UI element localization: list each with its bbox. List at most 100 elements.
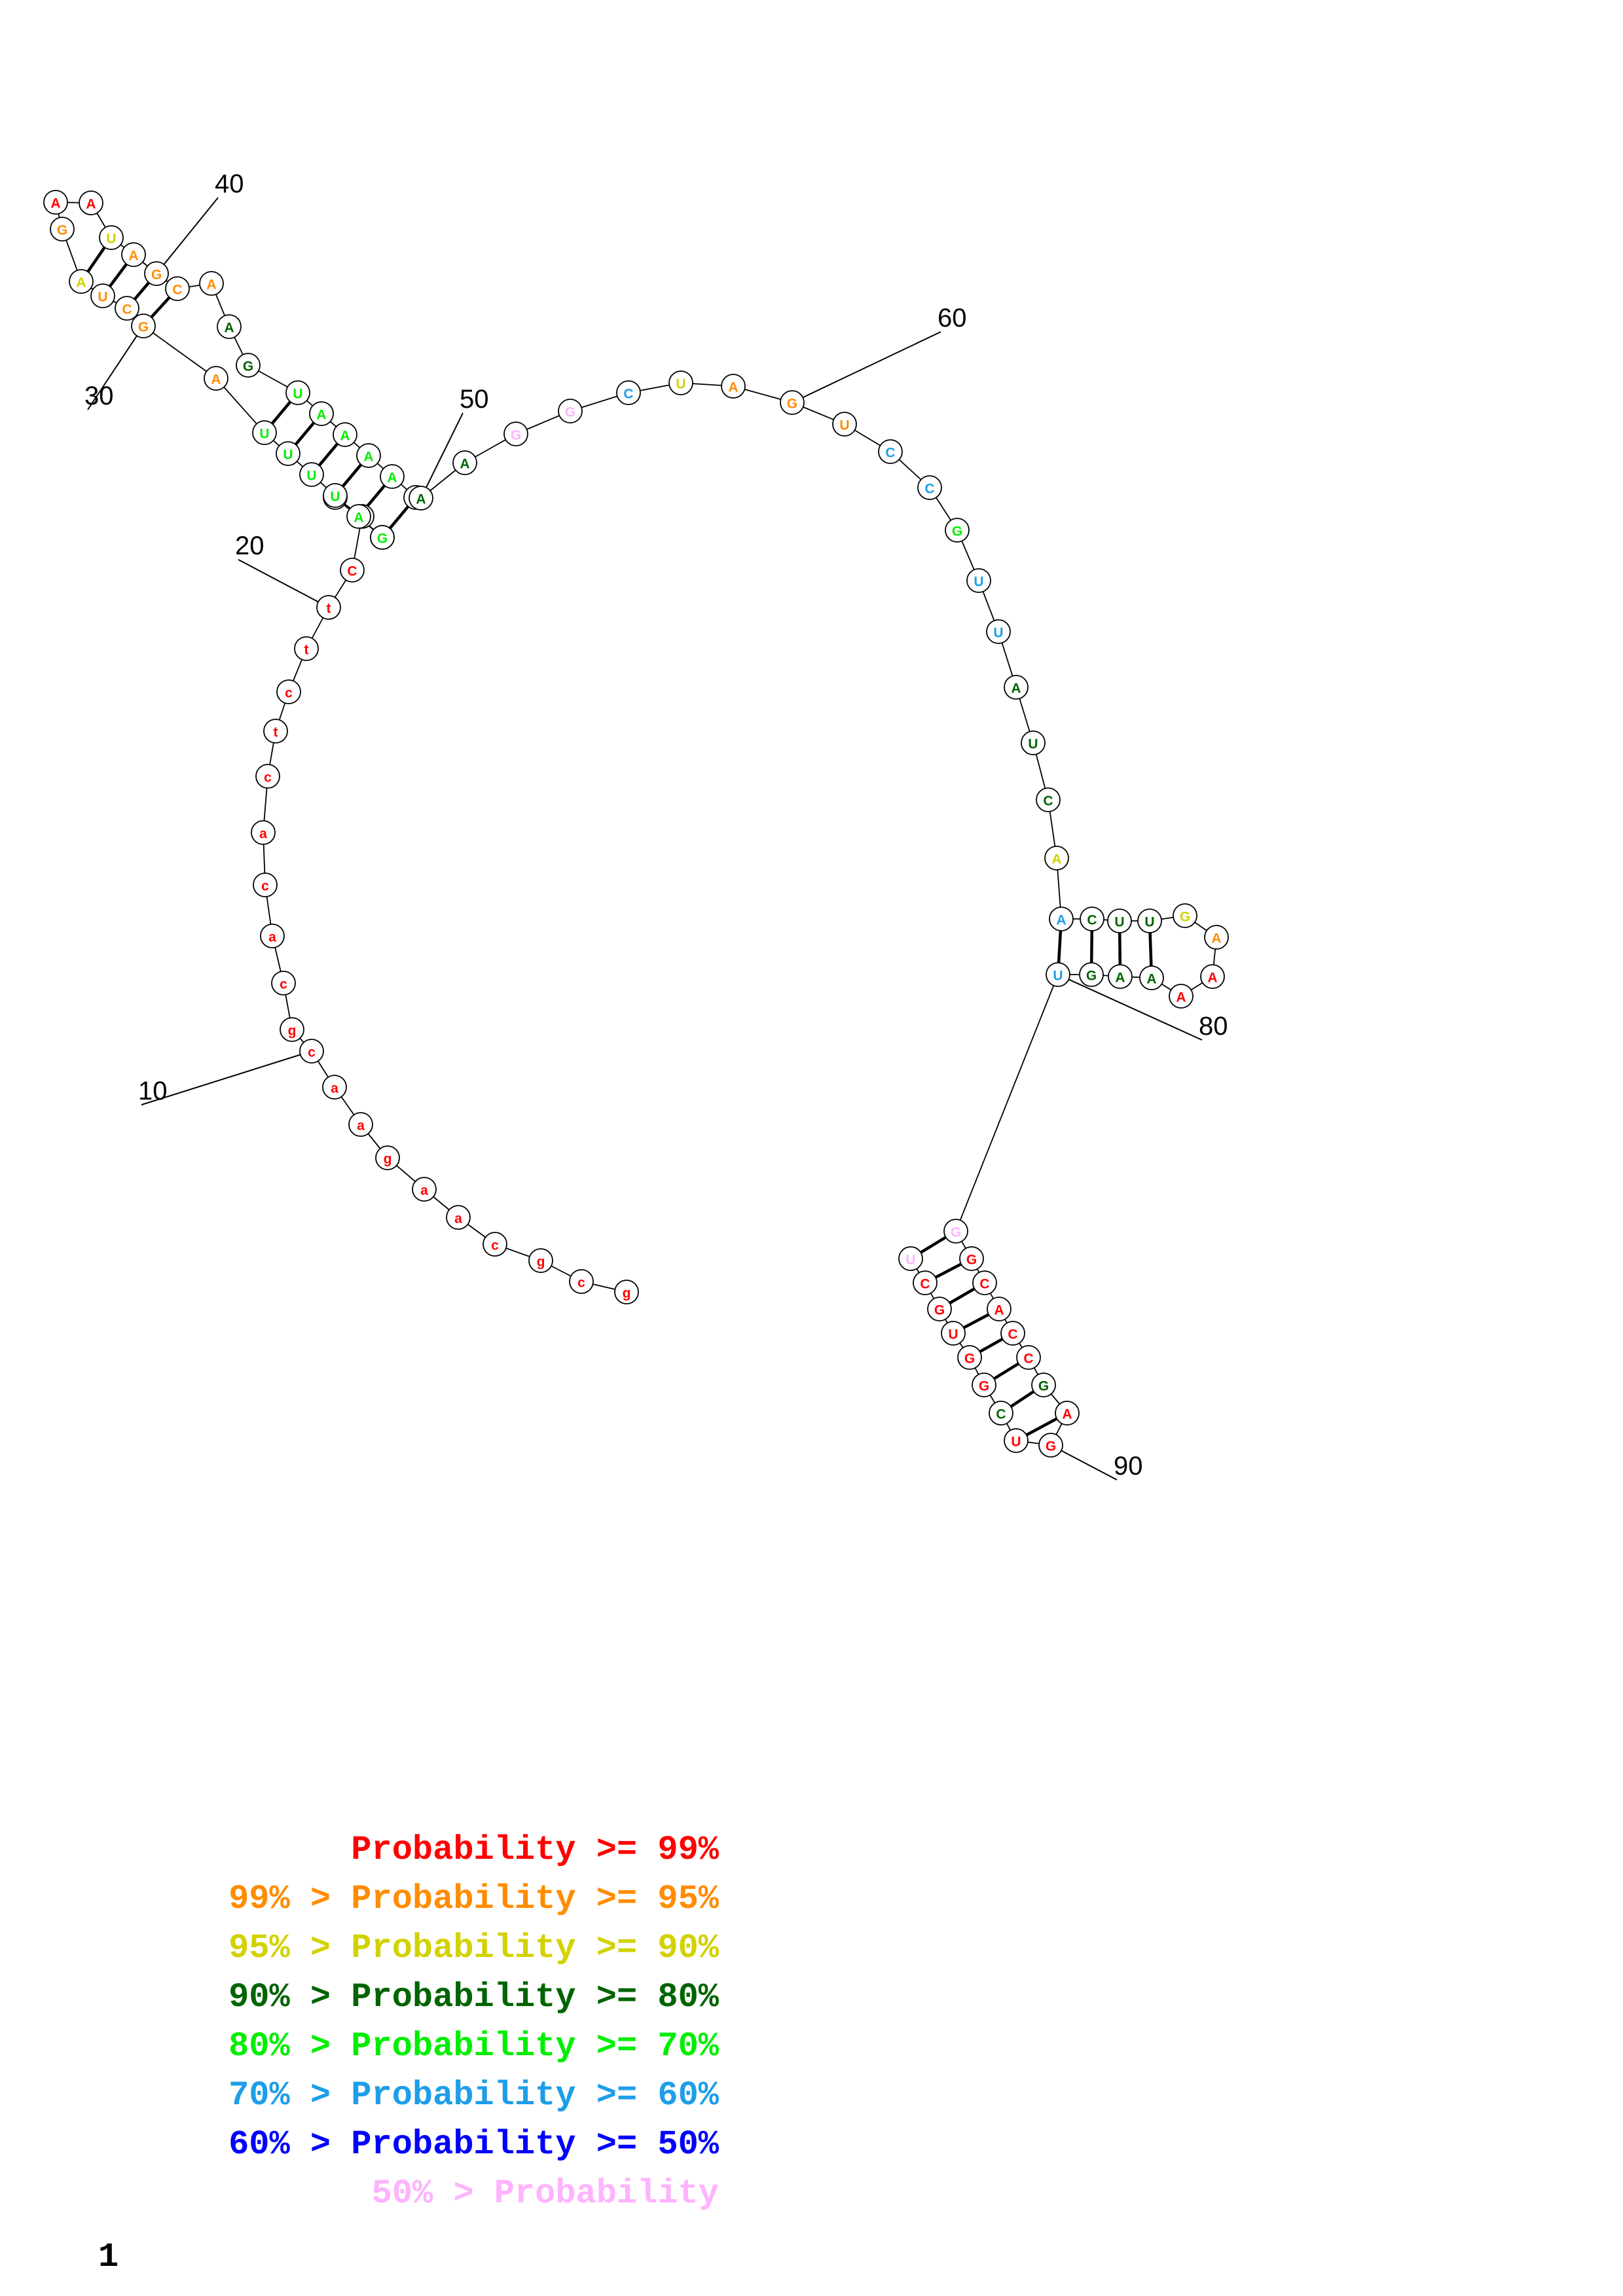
svg-text:40: 40 — [215, 170, 244, 198]
svg-text:A: A — [387, 471, 397, 486]
svg-text:C: C — [996, 1407, 1006, 1422]
svg-text:A: A — [1062, 1407, 1072, 1422]
svg-text:U: U — [1028, 737, 1038, 752]
svg-text:c: c — [264, 770, 272, 785]
svg-text:G: G — [565, 405, 575, 420]
svg-text:G: G — [952, 524, 962, 539]
svg-text:c: c — [308, 1045, 316, 1060]
svg-text:A: A — [1176, 990, 1186, 1005]
svg-text:a: a — [420, 1183, 428, 1198]
svg-text:A: A — [128, 249, 138, 264]
svg-text:C: C — [1087, 913, 1097, 928]
svg-text:99% > Probability >= 95%: 99% > Probability >= 95% — [228, 1880, 720, 1918]
svg-text:U: U — [106, 232, 116, 247]
svg-text:t: t — [304, 643, 309, 658]
svg-text:g: g — [623, 1286, 631, 1301]
svg-text:c: c — [491, 1238, 499, 1253]
svg-text:G: G — [951, 1225, 961, 1240]
svg-text:U: U — [330, 490, 340, 505]
svg-text:60: 60 — [938, 304, 967, 332]
svg-text:A: A — [416, 492, 426, 507]
svg-text:A: A — [1011, 681, 1021, 696]
svg-text:U: U — [306, 469, 316, 484]
svg-text:G: G — [511, 428, 521, 443]
svg-text:C: C — [1008, 1327, 1017, 1342]
svg-text:G: G — [787, 397, 797, 412]
svg-text:30: 30 — [84, 382, 114, 410]
svg-text:C: C — [172, 283, 182, 298]
svg-text:90% > Probability >= 80%: 90% > Probability >= 80% — [228, 1978, 720, 2017]
svg-text:C: C — [885, 446, 895, 461]
svg-text:A: A — [224, 321, 234, 336]
svg-text:C: C — [1043, 794, 1053, 809]
svg-text:t: t — [274, 725, 278, 740]
svg-text:g: g — [537, 1255, 545, 1270]
svg-text:U: U — [1011, 1435, 1021, 1450]
svg-text:Probability >= 99%: Probability >= 99% — [351, 1831, 719, 1869]
svg-text:C: C — [623, 387, 633, 402]
svg-text:A: A — [994, 1303, 1004, 1318]
svg-text:a: a — [268, 930, 276, 945]
svg-text:C: C — [347, 564, 357, 579]
svg-text:A: A — [50, 196, 60, 211]
svg-text:G: G — [979, 1379, 989, 1394]
svg-text:a: a — [454, 1211, 462, 1227]
svg-text:G: G — [1180, 910, 1190, 925]
svg-text:C: C — [1023, 1352, 1033, 1367]
svg-text:C: C — [924, 482, 934, 497]
svg-text:80: 80 — [1199, 1012, 1228, 1041]
svg-text:U: U — [905, 1253, 915, 1268]
svg-text:U: U — [676, 377, 685, 392]
svg-text:U: U — [259, 427, 269, 442]
svg-text:G: G — [57, 223, 67, 238]
svg-text:G: G — [966, 1253, 977, 1268]
svg-text:g: g — [384, 1152, 392, 1167]
svg-text:A: A — [86, 197, 96, 212]
svg-text:U: U — [1114, 915, 1124, 930]
svg-text:A: A — [354, 511, 363, 526]
svg-text:a: a — [357, 1119, 365, 1134]
svg-text:A: A — [1207, 971, 1217, 986]
svg-text:C: C — [979, 1277, 989, 1292]
svg-text:G: G — [151, 268, 162, 283]
svg-text:U: U — [948, 1327, 958, 1342]
svg-text:A: A — [206, 278, 216, 293]
svg-text:A: A — [1115, 971, 1125, 986]
svg-text:A: A — [1051, 852, 1061, 867]
svg-text:60% > Probability >= 50%: 60% > Probability >= 50% — [228, 2125, 720, 2164]
svg-text:U: U — [1053, 969, 1063, 984]
svg-text:A: A — [460, 457, 469, 472]
svg-text:1: 1 — [98, 2238, 119, 2276]
svg-text:A: A — [728, 380, 738, 395]
svg-text:A: A — [76, 276, 86, 291]
svg-text:U: U — [974, 575, 983, 590]
svg-text:U: U — [993, 626, 1003, 641]
svg-text:90: 90 — [1114, 1452, 1143, 1480]
svg-text:A: A — [1146, 972, 1156, 987]
svg-text:c: c — [261, 879, 269, 894]
svg-text:G: G — [1046, 1439, 1056, 1454]
svg-text:G: G — [964, 1352, 975, 1367]
svg-text:95% > Probability >= 90%: 95% > Probability >= 90% — [228, 1929, 720, 1967]
svg-text:G: G — [377, 531, 388, 547]
svg-text:U: U — [98, 290, 107, 305]
svg-text:20: 20 — [235, 531, 264, 560]
svg-text:C: C — [122, 302, 132, 317]
svg-text:G: G — [243, 359, 253, 374]
svg-text:U: U — [283, 448, 293, 463]
svg-text:t: t — [327, 601, 331, 617]
svg-text:A: A — [1211, 931, 1221, 946]
svg-text:50: 50 — [460, 385, 489, 414]
svg-text:G: G — [1086, 969, 1097, 984]
svg-text:80% > Probability >= 70%: 80% > Probability >= 70% — [228, 2027, 720, 2066]
svg-text:U: U — [1144, 915, 1154, 930]
svg-text:G: G — [934, 1303, 945, 1318]
svg-text:c: c — [577, 1276, 585, 1291]
svg-text:A: A — [340, 429, 350, 444]
svg-text:g: g — [288, 1024, 297, 1039]
svg-text:50% > Probability: 50% > Probability — [372, 2174, 720, 2213]
svg-text:G: G — [138, 320, 149, 335]
svg-text:c: c — [285, 686, 293, 701]
svg-text:a: a — [259, 827, 267, 842]
svg-text:C: C — [920, 1277, 930, 1292]
